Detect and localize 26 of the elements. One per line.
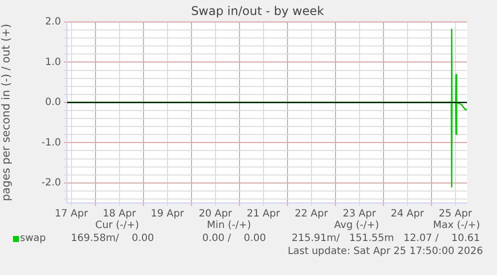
y-tick-label: -1.0 <box>41 137 61 148</box>
x-tick-label: 21 Apr <box>246 208 281 220</box>
text: Avg (-/+) <box>334 220 379 231</box>
text: Min (-/+) <box>206 220 251 231</box>
text: Cur (-/+) <box>95 220 139 231</box>
x-tick-label: 22 Apr <box>294 208 329 220</box>
legend-label: swap <box>20 233 46 244</box>
y-tick-label: 0.0 <box>45 97 61 108</box>
y-tick-label: 2.0 <box>45 16 61 28</box>
text: 169.58m/ 0.00 <box>70 233 154 244</box>
x-tick-label: 25 Apr <box>438 208 473 220</box>
x-tick-label: 23 Apr <box>342 208 377 220</box>
x-tick-label: 24 Apr <box>390 208 425 220</box>
x-tick-label: 18 Apr <box>102 208 137 220</box>
x-tick-label: 20 Apr <box>198 208 233 220</box>
y-axis-title: pages per second in (-) / out (+) <box>0 24 12 202</box>
y-tick-label: -2.0 <box>41 177 61 188</box>
y-tick-label: 1.0 <box>45 56 61 68</box>
text: Max (-/+) <box>432 220 480 231</box>
x-tick-label: 17 Apr <box>54 208 89 220</box>
text: Last update: Sat Apr 25 17:50:00 2026 <box>288 246 483 257</box>
x-tick-label: 19 Apr <box>150 208 185 220</box>
text: 215.91m/ 151.55m <box>292 233 394 244</box>
chart-title: Swap in/out - by week <box>190 4 325 18</box>
text: 12.07 / 10.61 <box>403 233 480 244</box>
text: 0.00 / 0.00 <box>202 233 266 244</box>
